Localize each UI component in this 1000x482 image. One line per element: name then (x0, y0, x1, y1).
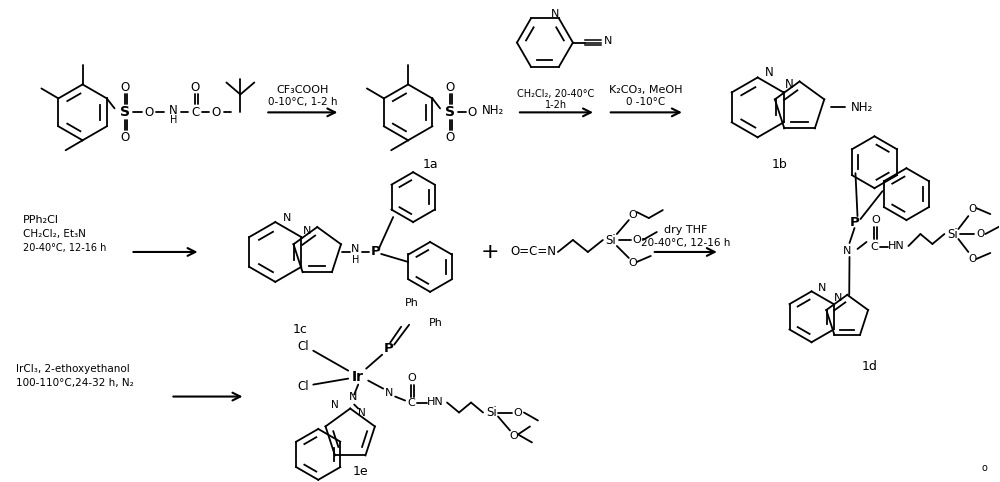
Text: +: + (481, 242, 499, 262)
Text: N: N (385, 388, 393, 398)
Text: P: P (370, 245, 380, 258)
Text: Cl: Cl (297, 340, 309, 353)
Text: O: O (968, 254, 976, 264)
Text: 1b: 1b (772, 158, 787, 171)
Text: IrCl₃, 2-ethoxyethanol: IrCl₃, 2-ethoxyethanol (16, 363, 129, 374)
Text: N: N (283, 213, 291, 223)
Text: C: C (407, 398, 415, 408)
Text: O: O (514, 407, 522, 417)
Text: N: N (351, 244, 359, 254)
Text: Si: Si (487, 406, 497, 419)
Text: N: N (551, 10, 559, 19)
Text: NH₂: NH₂ (851, 101, 873, 114)
Text: CH₂Cl₂, Et₃N: CH₂Cl₂, Et₃N (23, 229, 86, 239)
Text: 1a: 1a (422, 158, 438, 171)
Text: CF₃COOH: CF₃COOH (276, 85, 328, 95)
Text: P: P (850, 215, 859, 228)
Text: O: O (632, 235, 641, 245)
Text: O: O (408, 373, 416, 383)
Text: C: C (871, 242, 878, 252)
Text: O: O (120, 131, 129, 144)
Text: N: N (843, 246, 852, 256)
Text: N: N (604, 36, 612, 46)
Text: 1e: 1e (352, 465, 368, 478)
Text: N: N (331, 400, 339, 410)
Text: O: O (628, 210, 637, 220)
Text: H: H (170, 115, 177, 125)
Text: K₂CO₃, MeOH: K₂CO₃, MeOH (609, 85, 683, 95)
Text: 1-2h: 1-2h (545, 100, 567, 110)
Text: N: N (834, 293, 843, 303)
Text: Ir: Ir (352, 370, 364, 384)
Text: O: O (628, 258, 637, 268)
Text: O: O (445, 81, 455, 94)
Text: NH₂: NH₂ (482, 104, 504, 117)
Text: O: O (467, 106, 477, 119)
Text: 0-10°C, 1-2 h: 0-10°C, 1-2 h (268, 97, 337, 107)
Text: N: N (358, 407, 366, 417)
Text: H: H (352, 255, 359, 265)
Text: 20-40°C, 12-16 h: 20-40°C, 12-16 h (641, 238, 730, 248)
Text: Si: Si (605, 233, 616, 246)
Text: P: P (383, 342, 393, 355)
Text: N: N (349, 391, 357, 402)
Text: O: O (871, 215, 880, 225)
Text: CH₂Cl₂, 20-40°C: CH₂Cl₂, 20-40°C (517, 90, 595, 99)
Text: HN: HN (427, 397, 443, 406)
Text: N: N (169, 104, 178, 117)
Text: N: N (765, 66, 774, 79)
Text: dry THF: dry THF (664, 225, 707, 235)
Text: N: N (303, 226, 311, 236)
Text: Ph: Ph (429, 318, 443, 328)
Text: HN: HN (888, 241, 905, 251)
Text: Cl: Cl (297, 380, 309, 393)
Text: 100-110°C,24-32 h, N₂: 100-110°C,24-32 h, N₂ (16, 377, 133, 388)
Text: O: O (968, 204, 976, 214)
Text: 20-40°C, 12-16 h: 20-40°C, 12-16 h (23, 243, 106, 253)
Text: N: N (785, 78, 793, 91)
Text: O: O (212, 106, 221, 119)
Text: Ph: Ph (405, 298, 419, 308)
Text: N: N (818, 283, 826, 294)
Text: O: O (976, 229, 984, 239)
Text: Si: Si (947, 228, 958, 241)
Text: 1c: 1c (293, 323, 308, 336)
Text: O: O (120, 81, 129, 94)
Text: 1d: 1d (862, 360, 877, 373)
Text: S: S (120, 106, 130, 120)
Text: S: S (445, 106, 455, 120)
Text: O: O (145, 106, 154, 119)
Text: 0 -10°C: 0 -10°C (626, 97, 665, 107)
Text: O: O (191, 81, 200, 94)
Text: O=C=N: O=C=N (510, 245, 556, 258)
Text: C: C (191, 106, 200, 119)
Text: o: o (981, 463, 987, 473)
Text: PPh₂Cl: PPh₂Cl (23, 215, 59, 225)
Text: O: O (510, 431, 518, 442)
Text: O: O (445, 131, 455, 144)
